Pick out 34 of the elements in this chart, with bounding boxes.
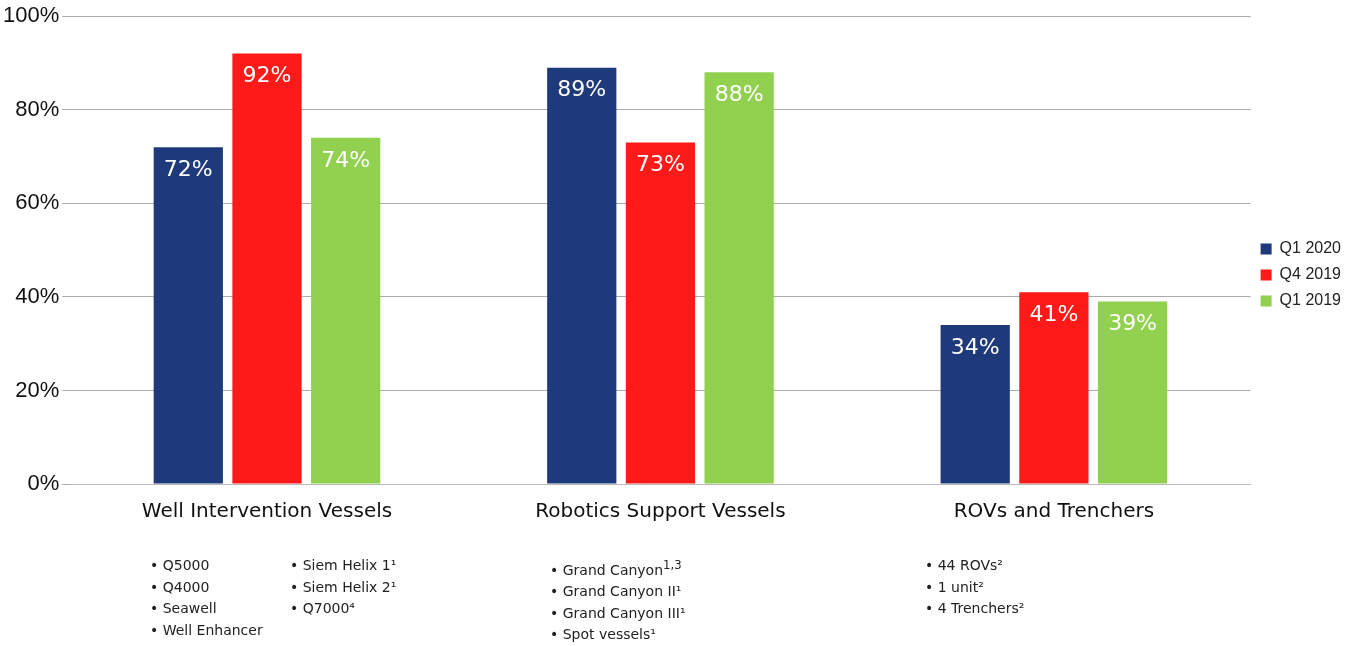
y-tick-label: 20% (15, 376, 60, 402)
bar (704, 72, 774, 484)
x-tick-label: Robotics Support Vessels (535, 498, 786, 523)
y-tick-label: 40% (15, 282, 60, 308)
data-label: 73% (635, 151, 685, 177)
bar (940, 324, 1010, 484)
x-tick-label: Well Intervention Vessels (141, 498, 393, 523)
bar (547, 67, 617, 484)
data-label: 89% (557, 76, 607, 102)
bar (153, 147, 223, 484)
data-label: 34% (950, 333, 1000, 359)
legend-label: Q1 2020 (1279, 239, 1342, 257)
y-tick-label: 0% (27, 470, 60, 496)
data-label: 74% (321, 146, 371, 172)
bar (625, 142, 696, 484)
y-tick-label: 80% (15, 95, 60, 121)
bar (1097, 301, 1168, 484)
text: • Q5000 • Q4000 • Seawell • Well Enhancer (150, 556, 263, 640)
text: • Siem Helix 1¹ • Siem Helix 2¹ • Q7000⁴ (290, 556, 397, 618)
data-label: 92% (242, 62, 292, 88)
y-tick-label: 100% (2, 2, 60, 28)
bar (1019, 292, 1089, 484)
legend-label: Q1 2019 (1279, 291, 1342, 309)
data-label: 41% (1029, 300, 1079, 326)
data-label: 39% (1108, 310, 1158, 336)
bar (232, 53, 302, 484)
data-label: 88% (714, 81, 764, 107)
data-label: 72% (163, 155, 213, 181)
x-tick-label: ROVs and Trenchers (953, 498, 1155, 523)
text: • 44 ROVs² • 1 unit² • 4 Trenchers² (925, 556, 1025, 618)
legend-label: Q4 2019 (1279, 265, 1342, 283)
y-tick-label: 60% (15, 189, 60, 215)
text: • Grand Canyon$^{1,3}$ • Grand Canyon II¹ • Grand Canyon III¹ • Spot vessels¹ (550, 557, 686, 645)
bar (311, 137, 381, 484)
